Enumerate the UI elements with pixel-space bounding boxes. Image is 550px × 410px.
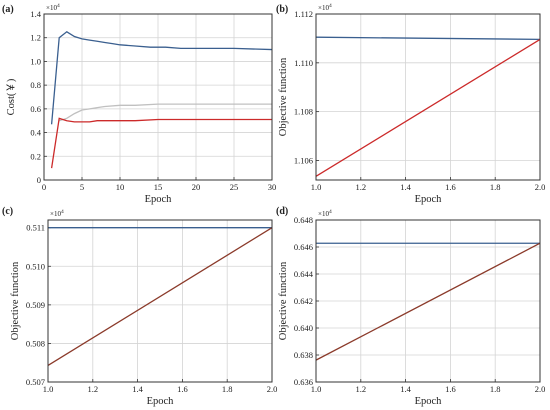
x-tick-label: 1.2 [355,384,366,394]
plot-frame [315,13,541,181]
x-axis-label: Epoch [415,396,443,407]
y-tick-label: 1.110 [294,58,313,68]
y-tick-label: 0.638 [294,350,313,360]
x-tick-label: 1.0 [311,182,322,192]
series-line-3 [50,117,272,169]
x-tick-label: 5 [80,182,84,192]
panel-label: (d) [276,206,288,217]
y-tick-label: 1.4 [30,9,41,19]
y-tick-label: 1.106 [294,155,313,165]
x-tick-label: 1.2 [355,182,366,192]
y-tick-label: 1.112 [294,9,313,19]
y-axis-label: Cost(￥) [6,78,17,115]
y-tick-label: 0.644 [294,269,314,279]
axis-multiplier: ×104 [318,209,332,218]
x-tick-label: 1.0 [43,384,54,394]
plot-area [316,14,540,180]
y-tick-label: 0 [37,175,41,185]
x-tick-label: 2.0 [535,384,546,394]
x-tick-label: 1.4 [400,384,411,394]
x-tick-label: 1.8 [222,384,233,394]
axis-multiplier: ×104 [318,3,332,12]
y-tick-label: 0.640 [294,323,313,333]
axis-multiplier: ×104 [46,3,60,12]
y-tick-label: 0.648 [294,215,313,225]
x-tick-label: 1.6 [177,384,188,394]
axis-multiplier: ×104 [50,209,64,218]
series-line-1 [50,30,273,125]
y-tick-label: 1.0 [30,56,41,66]
chart-panel-4: 1.0 1.2 1.4 1.6 1.8 2.0 0.636 0.638 0.640 0.642 0.… [276,206,545,407]
x-tick-label: 1.6 [445,384,456,394]
x-tick-label: 20 [192,182,201,192]
x-axis-label: Epoch [415,194,443,205]
plot-area [48,220,272,382]
y-tick-label: 1.108 [294,107,313,117]
x-tick-label: 0 [42,182,46,192]
x-tick-label: 25 [230,182,239,192]
y-tick-label: 0.6 [30,104,41,114]
y-tick-label: 0.8 [30,80,41,90]
y-tick-label: 0.509 [26,300,45,310]
y-axis-label: Objective function [278,57,289,136]
x-tick-label: 1.4 [132,384,143,394]
y-tick-label: 0.4 [30,128,41,138]
chart-panel-1: 0 5 10 15 20 25 30 0 0.2 0.4 0.6 0.8 1.0 1.2 1.4 ×104 (a… [2,3,276,205]
series-line-2 [59,103,272,122]
y-axis-label: Objective function [10,261,21,340]
x-axis-label: Epoch [145,194,173,205]
plot-frame [43,13,273,181]
x-tick-label: 30 [268,182,277,192]
x-tick-label: 1.6 [445,182,456,192]
y-tick-label: 1.2 [30,33,41,43]
y-tick-label: 0.636 [294,377,313,387]
plot-frame [315,219,541,383]
y-tick-label: 0.510 [26,261,45,271]
x-tick-label: 10 [116,182,125,192]
x-axis-label: Epoch [147,396,175,407]
x-tick-label: 2.0 [267,384,278,394]
panel-label: (c) [2,206,13,217]
y-tick-label: 0.511 [26,223,45,233]
y-axis-label: Objective function [278,261,289,340]
x-tick-label: 1.2 [87,384,98,394]
y-tick-label: 0.508 [26,338,45,348]
x-tick-label: 1.0 [311,384,322,394]
x-tick-label: 2.0 [535,182,546,192]
chart-panel-3: 1.0 1.2 1.4 1.6 1.8 2.0 0.507 0.508 0.509 0.510 0.… [2,206,277,407]
y-tick-label: 0.646 [294,242,313,252]
y-tick-label: 0.507 [26,377,45,387]
plot-frame [47,219,273,383]
x-tick-label: 1.8 [490,182,501,192]
chart-panel-2: 1.0 1.2 1.4 1.6 1.8 2.0 1.106 1.108 1.110 1.112 ×1… [276,3,545,205]
y-tick-label: 0.2 [30,151,41,161]
series-line-2 [47,227,273,366]
series-line-2 [315,242,541,361]
panel-label: (b) [276,4,288,15]
series-line-2 [315,38,541,177]
x-tick-label: 1.8 [490,384,501,394]
x-tick-label: 1.4 [400,182,411,192]
y-tick-label: 0.642 [294,296,313,306]
series-line-1 [315,36,541,41]
x-tick-label: 15 [154,182,163,192]
panel-label: (a) [2,4,14,15]
